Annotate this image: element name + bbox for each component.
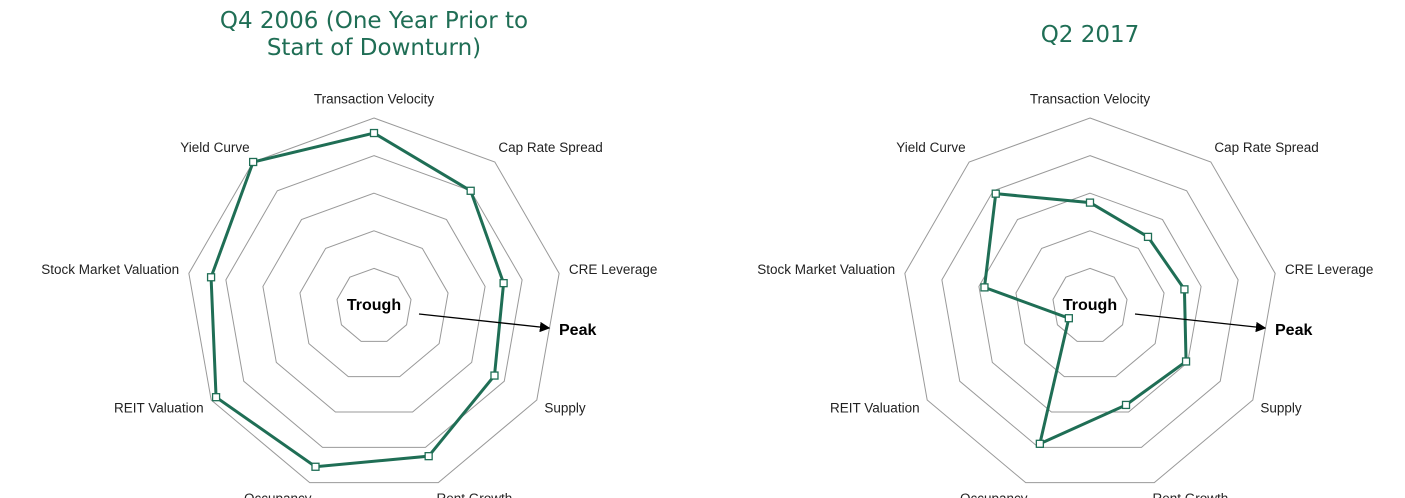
axis-label: Rent Growth xyxy=(1152,491,1228,498)
axis-label: Occupancy xyxy=(960,491,1028,498)
axis-label: Yield Curve xyxy=(896,140,965,155)
axis-label: Cap Rate Spread xyxy=(498,140,602,155)
grid-ring xyxy=(336,267,412,342)
axis-label: REIT Valuation xyxy=(830,401,920,416)
axis-label: CRE Leverage xyxy=(1285,262,1374,277)
point-marker xyxy=(1181,357,1191,366)
series-line xyxy=(982,192,1188,447)
point-marker xyxy=(369,128,379,138)
point-marker xyxy=(206,273,216,282)
grid-ring xyxy=(225,155,523,448)
annotation: Peak xyxy=(1275,322,1312,339)
axis-label: REIT Valuation xyxy=(114,401,204,416)
point-marker xyxy=(424,452,433,461)
point-marker xyxy=(211,393,221,402)
point-marker xyxy=(980,283,989,292)
point-marker xyxy=(1064,314,1073,323)
grid-ring xyxy=(904,117,1276,484)
annotation: Trough xyxy=(347,297,401,314)
grid-ring xyxy=(1052,267,1128,342)
point-marker xyxy=(499,278,508,288)
axis-label: Occupancy xyxy=(244,491,312,498)
annotation: Trough xyxy=(1063,297,1117,314)
point-marker xyxy=(1085,198,1095,207)
grid-ring xyxy=(262,192,486,413)
point-marker xyxy=(1121,400,1131,410)
chart-title: Q2 2017 xyxy=(1040,22,1140,48)
axis-label: Transaction Velocity xyxy=(314,92,435,107)
axis-label: Supply xyxy=(544,401,586,416)
grid-ring xyxy=(941,155,1239,448)
axis-label: Stock Market Valuation xyxy=(41,262,179,277)
axis-label: Cap Rate Spread xyxy=(1214,140,1318,155)
arrow xyxy=(418,313,551,333)
point-marker xyxy=(249,157,258,167)
axis-label: Transaction Velocity xyxy=(1030,92,1151,107)
annotation: Peak xyxy=(559,322,596,339)
point-marker xyxy=(311,462,320,471)
arrow xyxy=(1134,313,1267,333)
axis-label: Stock Market Valuation xyxy=(757,262,895,277)
point-marker xyxy=(991,189,1000,198)
grid-ring xyxy=(1015,230,1165,378)
point-marker xyxy=(466,186,475,195)
chart-title: Q4 2006 (One Year Prior to Start of Down… xyxy=(219,8,529,61)
axis-label: Yield Curve xyxy=(180,140,249,155)
point-marker xyxy=(490,371,499,380)
axis-label: CRE Leverage xyxy=(569,262,658,277)
grid-ring xyxy=(299,230,449,378)
series-line xyxy=(209,131,506,469)
grid-ring xyxy=(188,117,560,484)
point-marker xyxy=(1035,439,1044,448)
point-marker xyxy=(1143,232,1153,242)
grid-ring xyxy=(978,192,1202,413)
axis-label: Supply xyxy=(1260,401,1302,416)
point-marker xyxy=(1180,285,1189,294)
axis-label: Rent Growth xyxy=(436,491,512,498)
